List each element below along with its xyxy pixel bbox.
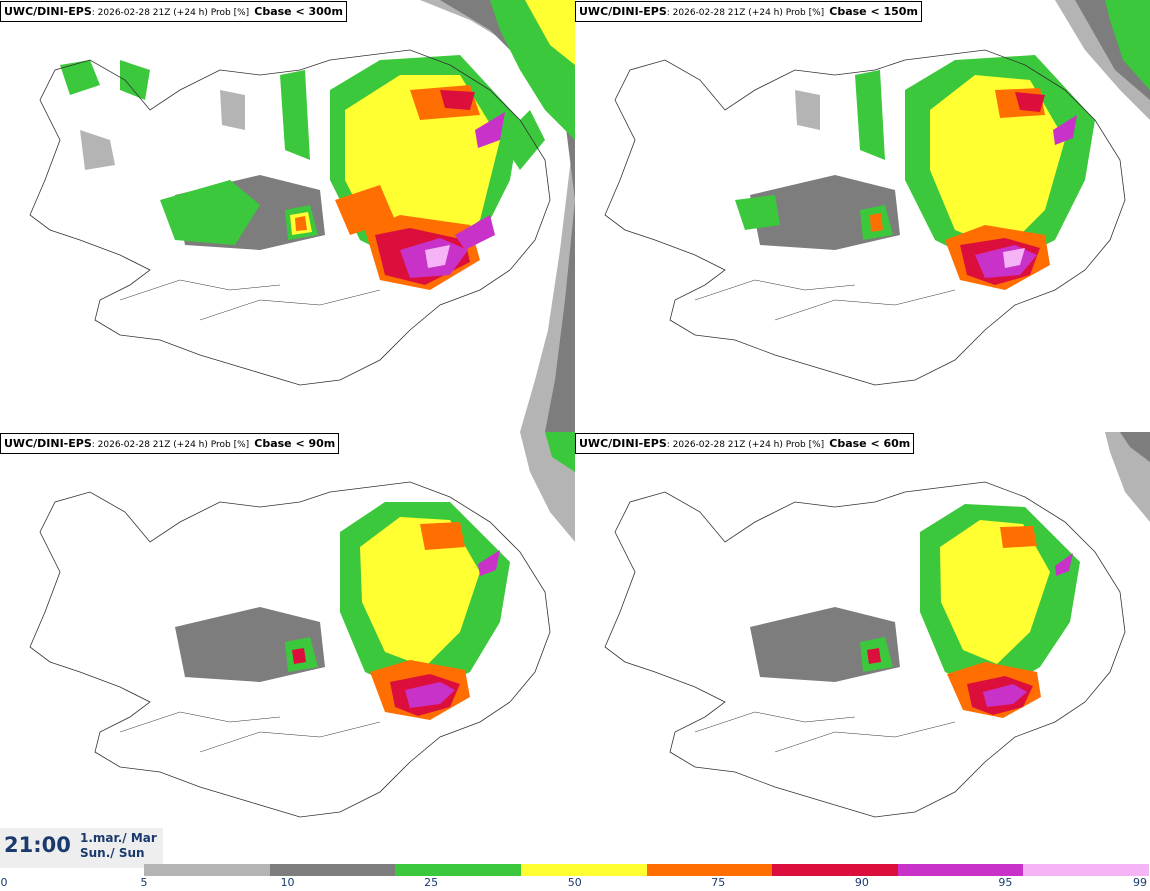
offshore-fields xyxy=(520,432,575,542)
threshold-label: Cbase < 150m xyxy=(829,5,918,18)
magenta-fields xyxy=(983,553,1073,707)
colorbar-tick-label: 25 xyxy=(424,876,439,889)
magenta-fields xyxy=(405,550,500,708)
model-name: UWC/DINI-EPS xyxy=(579,5,667,18)
panel-title: UWC/DINI-EPS: 2026-02-28 21Z (+24 h) Pro… xyxy=(575,433,915,454)
colorbar-segment xyxy=(1023,864,1149,876)
run-info: : 2026-02-28 21Z (+24 h) Prob [%] xyxy=(91,440,250,450)
valid-date: 1.mar./ Mar xyxy=(80,831,157,845)
valid-time: 21:00 xyxy=(4,833,71,857)
colorbar-segment xyxy=(772,864,898,876)
offshore-fields xyxy=(1105,432,1150,522)
valid-day: Sun./ Sun xyxy=(80,846,145,860)
map-panel-cbase-90: UWC/DINI-EPS: 2026-02-28 21Z (+24 h) Pro… xyxy=(0,432,575,864)
offshore-fields xyxy=(420,0,575,432)
valid-time-box: 21:00 1.mar./ Mar Sun./ Sun xyxy=(0,828,163,868)
threshold-label: Cbase < 300m xyxy=(254,5,343,18)
probability-map xyxy=(29,0,575,432)
run-info: : 2026-02-28 21Z (+24 h) Prob [%] xyxy=(666,440,825,450)
model-name: UWC/DINI-EPS xyxy=(4,5,92,18)
iceland-coastline xyxy=(604,481,1126,818)
threshold-label: Cbase < 60m xyxy=(829,437,911,450)
run-info: : 2026-02-28 21Z (+24 h) Prob [%] xyxy=(91,8,250,18)
panel-title: UWC/DINI-EPS: 2026-02-28 21Z (+24 h) Pro… xyxy=(0,1,347,22)
colorbar-tick-label: 5 xyxy=(140,876,148,889)
yellow-fields xyxy=(940,520,1050,664)
colorbar-tick-label: 0 xyxy=(0,876,8,889)
colorbar-tick-label: 75 xyxy=(711,876,726,889)
magenta-fields xyxy=(975,115,1077,278)
colorbar-segment xyxy=(144,864,270,876)
threshold-label: Cbase < 90m xyxy=(254,437,336,450)
colorbar-segment xyxy=(269,864,396,876)
colorbar-tick-label: 50 xyxy=(567,876,582,889)
panel-title: UWC/DINI-EPS: 2026-02-28 21Z (+24 h) Pro… xyxy=(0,433,340,454)
probability-colorbar xyxy=(144,864,1149,876)
colorbar-segment xyxy=(395,864,521,876)
model-name: UWC/DINI-EPS xyxy=(4,437,92,450)
colorbar-tick-label: 10 xyxy=(280,876,295,889)
probability-map xyxy=(604,0,1150,386)
colorbar-tick-label: 90 xyxy=(854,876,869,889)
map-panel-cbase-300: UWC/DINI-EPS: 2026-02-28 21Z (+24 h) Pro… xyxy=(0,0,575,432)
map-panel-cbase-150: UWC/DINI-EPS: 2026-02-28 21Z (+24 h) Pro… xyxy=(575,0,1150,432)
model-name: UWC/DINI-EPS xyxy=(579,437,667,450)
colorbar-ticks: 0 5 10 25 50 75 90 95 99 xyxy=(0,876,1150,891)
colorbar-tick-label: 99 xyxy=(1133,876,1147,889)
iceland-coastline xyxy=(604,49,1126,386)
magenta-fields xyxy=(400,112,505,278)
run-info: : 2026-02-28 21Z (+24 h) Prob [%] xyxy=(666,8,825,18)
iceland-coastline xyxy=(29,49,551,386)
probability-map xyxy=(29,432,575,818)
yellow-fields xyxy=(360,517,480,667)
probability-map xyxy=(604,432,1150,818)
yellow-fields xyxy=(930,75,1065,250)
iceland-coastline xyxy=(29,481,551,818)
offshore-fields xyxy=(1055,0,1150,120)
colorbar-segment xyxy=(897,864,1024,876)
colorbar-tick-label: 95 xyxy=(998,876,1013,889)
colorbar-segment xyxy=(520,864,647,876)
colorbar-segment xyxy=(646,864,773,876)
map-panel-cbase-60: UWC/DINI-EPS: 2026-02-28 21Z (+24 h) Pro… xyxy=(575,432,1150,864)
panel-title: UWC/DINI-EPS: 2026-02-28 21Z (+24 h) Pro… xyxy=(575,1,922,22)
